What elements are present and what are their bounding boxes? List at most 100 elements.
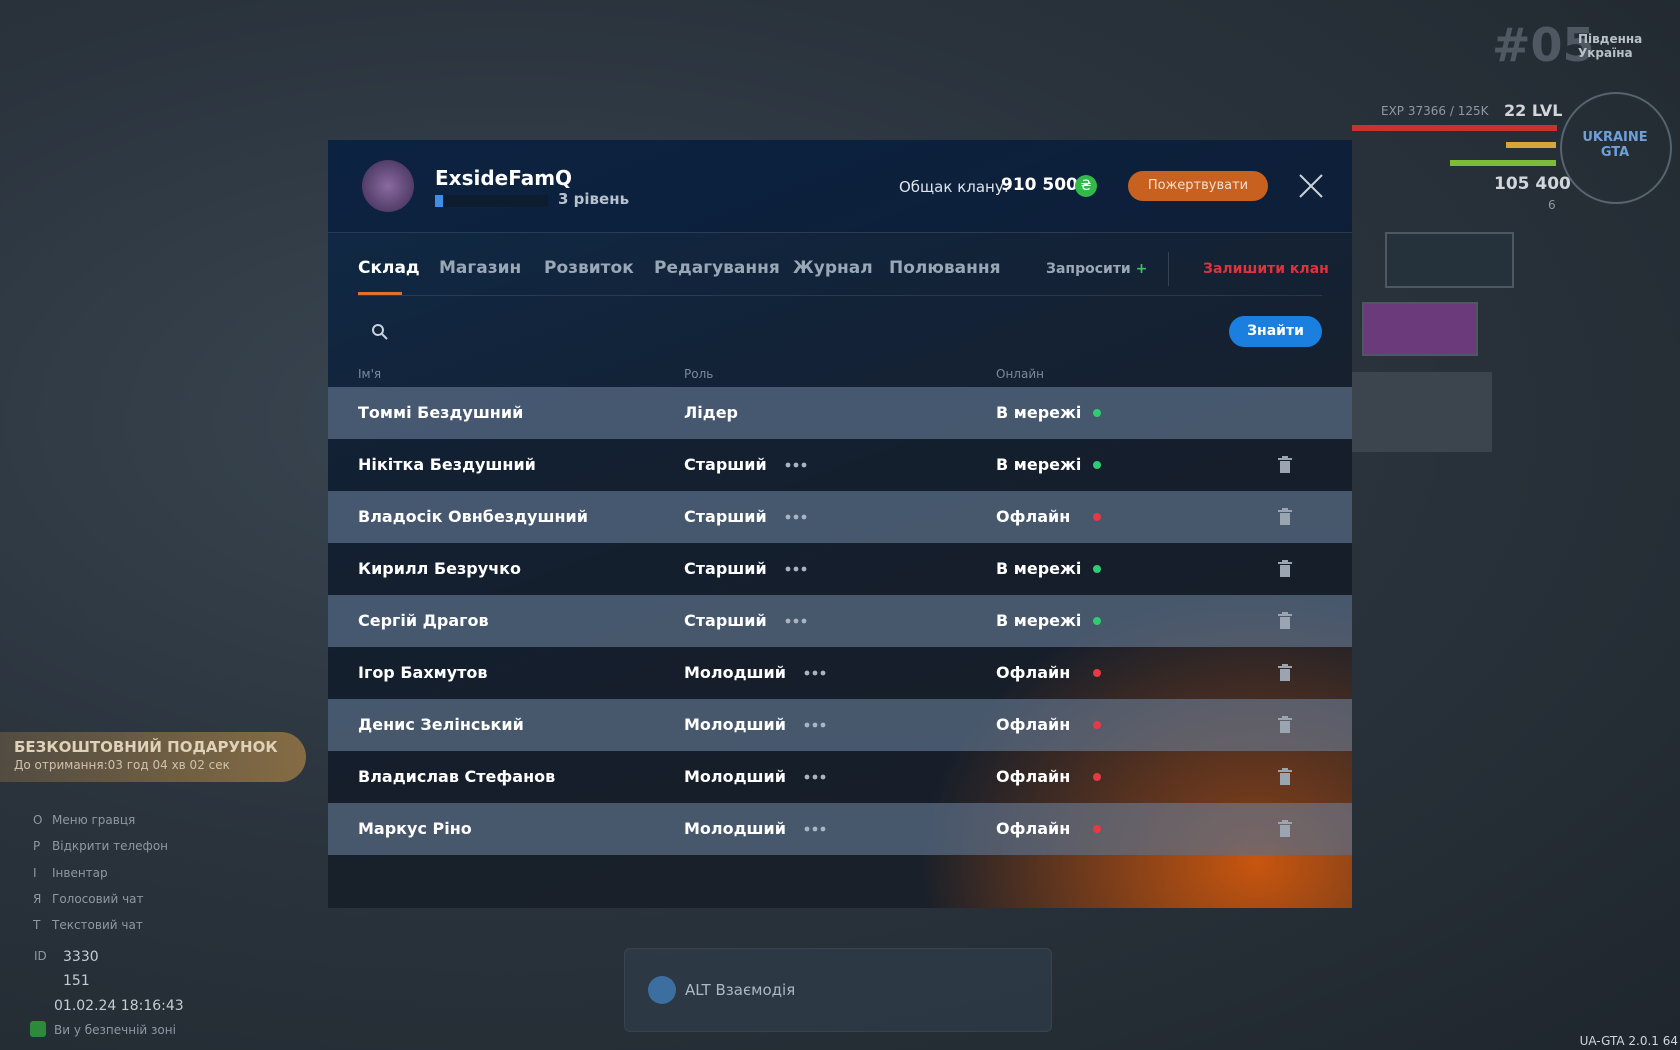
bin-handle <box>1282 508 1288 510</box>
role-menu[interactable] <box>804 670 826 676</box>
status-dot-fill <box>1093 409 1101 417</box>
menu-dot <box>804 670 810 676</box>
menu-label[interactable]: Відкрити телефон <box>52 839 169 854</box>
invite-label: Запросити <box>1046 261 1131 277</box>
menu-dot <box>785 566 791 572</box>
bin-body <box>1280 825 1290 837</box>
menu-dot <box>801 618 807 624</box>
menu-dot <box>785 514 791 520</box>
menu-dot <box>812 722 818 728</box>
menu-dot <box>801 514 807 520</box>
search-input[interactable] <box>400 316 1100 346</box>
menu-dot <box>785 462 791 468</box>
role-menu[interactable] <box>785 618 807 624</box>
member-name: Сергій Драгов <box>358 611 489 630</box>
role-menu[interactable] <box>804 774 826 780</box>
donate-button[interactable]: Пожертвувати <box>1128 171 1268 201</box>
status-dot-fill <box>1093 825 1101 833</box>
close-button[interactable] <box>1298 173 1324 199</box>
delete-button[interactable] <box>1277 612 1293 630</box>
member-role: Старший <box>684 559 767 578</box>
hud-region: Південна Україна <box>1578 32 1643 60</box>
plus-icon: + <box>1130 261 1148 277</box>
status-dot <box>1093 565 1101 573</box>
hud-brand: UKRAINE GTA <box>1582 130 1648 160</box>
menu-dot <box>793 462 799 468</box>
delete-button[interactable] <box>1277 664 1293 682</box>
currency-icon: ₴ <box>1075 175 1097 197</box>
delete-button[interactable] <box>1277 560 1293 578</box>
member-row[interactable]: Томмі Бездушний Лідер В мережі <box>328 387 1352 439</box>
clan-avatar <box>362 160 414 212</box>
menu-label[interactable]: Меню гравця <box>52 813 136 827</box>
delete-button[interactable] <box>1277 456 1293 474</box>
role-menu[interactable] <box>785 514 807 520</box>
member-status: В мережі <box>996 559 1082 578</box>
member-name: Томмі Бездушний <box>358 403 524 422</box>
menu-label[interactable]: Інвентар <box>52 865 108 880</box>
member-row[interactable]: Кирилл Безручко Старший В мережі <box>328 543 1352 595</box>
bin-body <box>1280 565 1290 577</box>
role-menu[interactable] <box>785 462 807 468</box>
column-header: Онлайн <box>996 367 1044 381</box>
minimap <box>1560 92 1672 204</box>
tab[interactable]: Склад <box>358 258 420 278</box>
member-status: В мережі <box>996 611 1082 630</box>
member-row[interactable]: Сергій Драгов Старший В мережі <box>328 595 1352 647</box>
version: UA-GTA 2.0.1 64 <box>1579 1034 1678 1048</box>
search-icon <box>372 324 388 340</box>
delete-button[interactable] <box>1277 716 1293 734</box>
gift-banner[interactable] <box>0 732 306 782</box>
leave-clan[interactable]: Залишити клан <box>1203 261 1329 277</box>
status-dot-fill <box>1093 721 1101 729</box>
gift-timer: До отримання:03 год 04 хв 02 сек <box>14 758 230 772</box>
member-name: Денис Зелінський <box>358 715 524 734</box>
member-name: Нікітка Бездушний <box>358 455 536 474</box>
bin-handle <box>1282 560 1288 562</box>
treasury-label: Общак клану: <box>899 178 1009 196</box>
delete-button[interactable] <box>1277 768 1293 786</box>
bin-lid <box>1278 822 1292 824</box>
role-menu[interactable] <box>785 566 807 572</box>
menu-key: P <box>33 839 41 854</box>
bin-lid <box>1278 458 1292 460</box>
tab[interactable]: Полювання <box>889 258 1001 278</box>
tab[interactable]: Розвиток <box>544 258 634 278</box>
role-menu[interactable] <box>804 722 826 728</box>
zone: Ви у безпечній зоні <box>54 1023 176 1037</box>
invite[interactable]: Запросити + <box>1046 261 1147 277</box>
food-bar <box>1506 142 1556 148</box>
member-row[interactable]: Нікітка Бездушний Старший В мережі <box>328 439 1352 491</box>
desk <box>1352 372 1492 452</box>
role-menu[interactable] <box>804 826 826 832</box>
menu-label[interactable]: Голосовий чат <box>52 891 144 906</box>
member-row[interactable]: Владосік Овнбездушний Старший Офлайн <box>328 491 1352 543</box>
bin-lid <box>1278 510 1292 512</box>
member-row[interactable]: Денис Зелінський Молодший Офлайн <box>328 699 1352 751</box>
member-row[interactable]: Владислав Стефанов Молодший Офлайн <box>328 751 1352 803</box>
status-dot-fill <box>1093 773 1101 781</box>
tab[interactable]: Редагування <box>654 258 780 278</box>
level-bar <box>435 195 548 207</box>
member-row[interactable]: Маркус Ріно Молодший Офлайн <box>328 803 1352 855</box>
menu-dot <box>820 774 826 780</box>
tab[interactable]: Магазин <box>439 258 522 278</box>
delete-button[interactable] <box>1277 820 1293 838</box>
monitor <box>1385 232 1514 288</box>
delete-button[interactable] <box>1277 508 1293 526</box>
column-header: Ім'я <box>358 367 382 381</box>
menu-dot <box>812 826 818 832</box>
status-dot-fill <box>1093 669 1101 677</box>
hud-level: 22 LVL <box>1504 101 1563 120</box>
search-button[interactable]: Знайти <box>1229 316 1322 347</box>
status-dot <box>1093 825 1101 833</box>
menu-label[interactable]: Текстовий чат <box>52 918 143 933</box>
tab[interactable]: Журнал <box>793 258 873 278</box>
member-status: В мережі <box>996 403 1082 422</box>
monitor <box>1362 302 1478 356</box>
menu-dot <box>785 618 791 624</box>
treasury: 910 500 <box>1001 175 1078 195</box>
bin-handle <box>1282 716 1288 718</box>
member-row[interactable]: Ігор Бахмутов Молодший Офлайн <box>328 647 1352 699</box>
status-dot <box>1093 461 1101 469</box>
